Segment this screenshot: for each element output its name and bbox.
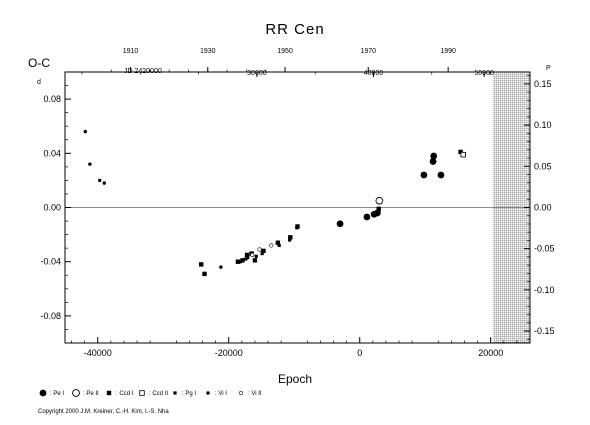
legend: : Pe I : Pe II : Ccd I : Ccd II : Pg I : Vi I… — [39, 389, 262, 397]
data-point — [363, 213, 371, 221]
data-point — [83, 129, 88, 134]
right-tick-label: 0.10 — [534, 120, 552, 130]
data-point — [374, 209, 381, 217]
data-point — [420, 171, 428, 179]
x-axis-label: Epoch — [278, 372, 312, 386]
data-point — [288, 235, 293, 240]
data-point — [250, 252, 255, 258]
legend-marker — [173, 391, 177, 395]
legend-marker — [139, 390, 145, 396]
legend-label: : Ccd II — [149, 391, 168, 397]
legend-marker — [106, 390, 112, 396]
data-point — [376, 206, 381, 212]
data-point — [336, 220, 344, 228]
legend-label: : Pg I — [182, 391, 196, 397]
data-point — [261, 248, 266, 254]
data-point — [235, 259, 241, 264]
data-point — [429, 158, 437, 165]
data-point — [102, 181, 106, 185]
data-point — [244, 252, 250, 258]
legend-label: : Pe II — [83, 391, 99, 397]
data-point — [375, 196, 384, 205]
data-point — [98, 178, 102, 183]
y-tick-label: 0.08 — [43, 94, 61, 104]
y-tick-label: 0.04 — [43, 148, 61, 158]
data-point — [199, 262, 204, 267]
right-tick-label: -0.15 — [534, 326, 555, 336]
legend-label: : Ccd I — [116, 391, 134, 397]
axis-ticks: -40000 -20000 0 20000 -0.08 -0.04 0.00 0.04 0.08… — [40, 48, 554, 358]
y-unit-left: d — [37, 79, 41, 86]
data-point — [202, 271, 207, 277]
year-label: 1950 — [277, 48, 293, 55]
legend-label: : Pe I — [50, 391, 64, 397]
right-tick-label: 0.15 — [534, 79, 552, 89]
data-point — [430, 152, 438, 160]
x-tick-label: -20000 — [215, 348, 243, 358]
legend-label: : Vi I — [215, 391, 227, 397]
data-points — [83, 129, 466, 277]
data-point — [252, 258, 258, 263]
data-point — [458, 149, 463, 155]
year-label: 1970 — [360, 48, 376, 55]
x-tick-label: 20000 — [478, 348, 503, 358]
y-unit-right: P — [546, 65, 551, 72]
y-axis-label: O-C — [28, 56, 50, 70]
legend-marker — [72, 389, 80, 397]
year-label: 1930 — [200, 48, 216, 55]
x-tick-label: 0 — [357, 348, 362, 358]
y-tick-label: 0.00 — [43, 203, 61, 213]
data-point — [254, 254, 258, 258]
year-label: 1910 — [123, 48, 139, 55]
data-point — [240, 258, 245, 263]
year-label: 1990 — [440, 48, 456, 55]
copyright: Copyright 2000 J.M. Kreiner, C.-H. Kim, … — [38, 409, 169, 415]
data-point — [460, 151, 466, 158]
data-point — [238, 260, 243, 264]
data-point — [88, 162, 92, 166]
legend-marker — [39, 389, 47, 397]
y-tick-label: -0.08 — [40, 311, 61, 321]
data-point — [288, 238, 292, 242]
data-point — [437, 171, 445, 179]
right-tick-label: -0.10 — [534, 285, 555, 295]
data-point — [295, 226, 299, 230]
jd-label: 50000 — [474, 70, 494, 77]
legend-marker — [206, 391, 210, 395]
legend-label: : Vi II — [248, 391, 262, 397]
data-point — [257, 247, 262, 252]
data-point — [244, 257, 248, 261]
chart-title: RR Cen — [265, 21, 324, 38]
data-point — [269, 243, 274, 248]
legend-marker — [238, 390, 244, 396]
data-point — [277, 243, 281, 248]
data-point — [219, 265, 223, 269]
right-tick-label: -0.05 — [534, 244, 555, 254]
right-tick-label: 0.00 — [534, 203, 552, 213]
data-point — [260, 251, 264, 256]
right-tick-label: 0.05 — [534, 161, 552, 171]
y-tick-label: -0.04 — [40, 257, 61, 267]
x-tick-label: -40000 — [84, 348, 112, 358]
data-point — [275, 240, 281, 245]
data-point — [246, 255, 250, 260]
